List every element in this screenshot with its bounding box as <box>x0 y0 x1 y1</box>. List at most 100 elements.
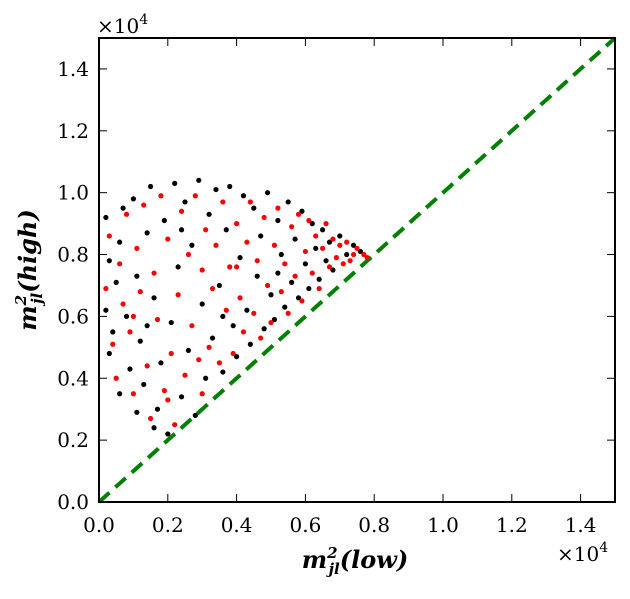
data-point <box>185 251 192 258</box>
data-point <box>199 391 205 397</box>
data-point <box>172 422 178 428</box>
y-tick-label: 0.2 <box>57 428 89 452</box>
data-point <box>227 264 233 270</box>
data-point <box>178 208 185 214</box>
data-point <box>240 329 247 335</box>
data-point <box>350 251 357 258</box>
data-point <box>227 183 233 190</box>
y-axis-label-sub: jl <box>28 292 46 306</box>
data-point <box>110 341 116 347</box>
data-point <box>161 388 167 394</box>
data-point <box>151 295 157 301</box>
series-black <box>103 177 364 437</box>
data-point <box>206 344 212 350</box>
data-point <box>199 267 205 273</box>
data-point <box>285 199 291 205</box>
data-point <box>361 251 367 258</box>
points-layer <box>103 177 370 437</box>
x-tick-label: 1.0 <box>427 513 459 537</box>
data-point <box>234 354 240 360</box>
data-point <box>220 313 226 319</box>
data-point <box>182 372 188 378</box>
data-point <box>209 335 216 341</box>
data-point <box>237 295 243 301</box>
data-point <box>168 350 174 357</box>
plot-frame <box>98 37 616 503</box>
y-tick-label: 0.6 <box>57 304 89 328</box>
data-point <box>313 245 319 251</box>
data-point <box>216 360 222 366</box>
data-point <box>134 273 140 279</box>
x-tick-label: 0.8 <box>358 513 390 537</box>
data-point <box>295 211 302 217</box>
data-point <box>302 261 308 267</box>
data-point <box>347 258 353 264</box>
data-point <box>230 323 236 329</box>
data-point <box>220 199 226 205</box>
data-point <box>223 227 229 233</box>
data-point <box>237 255 243 261</box>
data-point <box>309 221 315 227</box>
data-point <box>278 289 284 295</box>
data-point <box>137 289 143 295</box>
data-point <box>254 273 260 279</box>
data-point <box>320 227 326 233</box>
data-point <box>123 211 130 217</box>
data-point <box>148 415 154 422</box>
data-point <box>151 425 157 431</box>
data-point <box>323 258 329 264</box>
data-point <box>285 310 291 316</box>
data-point <box>148 183 154 190</box>
x-tick-label: 0.4 <box>221 513 253 537</box>
data-point <box>254 258 260 264</box>
data-point <box>206 211 212 217</box>
data-point <box>251 205 257 211</box>
data-point <box>175 264 181 270</box>
data-point <box>203 227 209 233</box>
data-point <box>130 391 136 397</box>
data-point <box>127 366 133 372</box>
data-point <box>289 279 295 285</box>
data-point <box>144 230 150 236</box>
x-axis-label-sub: jl <box>326 560 340 578</box>
data-point <box>117 261 123 267</box>
x-multiplier: ×104 <box>557 540 608 566</box>
data-point <box>120 301 126 307</box>
data-point <box>337 233 343 239</box>
data-point <box>165 236 171 242</box>
data-point <box>354 245 360 251</box>
data-point <box>103 214 109 221</box>
data-point <box>234 221 240 227</box>
data-point <box>216 282 222 289</box>
data-point <box>344 239 350 245</box>
data-point <box>320 245 326 251</box>
data-point <box>196 357 202 363</box>
data-point <box>330 236 336 242</box>
data-point <box>230 350 236 357</box>
data-point <box>278 251 284 258</box>
data-point <box>316 285 322 292</box>
data-point <box>282 304 288 310</box>
data-point <box>340 261 346 267</box>
y-tick-label: 1.2 <box>57 119 89 143</box>
data-point <box>113 279 119 285</box>
y-tick-label: 0.8 <box>57 243 89 267</box>
data-point <box>117 391 123 397</box>
data-point <box>192 193 198 199</box>
data-point <box>168 319 174 326</box>
data-point <box>106 233 112 239</box>
data-point <box>271 316 278 323</box>
x-axis-label-paren: (low) <box>340 545 409 574</box>
x-tick-label: 1.4 <box>565 513 597 537</box>
data-point <box>127 329 133 335</box>
x-tick-label: 0.0 <box>83 513 115 537</box>
y-tick-label: 0.4 <box>57 366 89 390</box>
data-point <box>144 323 150 329</box>
data-point <box>189 323 195 329</box>
data-point <box>251 310 257 316</box>
data-point <box>165 397 171 403</box>
data-point <box>258 233 264 239</box>
x-axis-label-sup: 2 <box>326 544 337 562</box>
data-point <box>330 267 336 273</box>
data-point <box>244 239 250 245</box>
